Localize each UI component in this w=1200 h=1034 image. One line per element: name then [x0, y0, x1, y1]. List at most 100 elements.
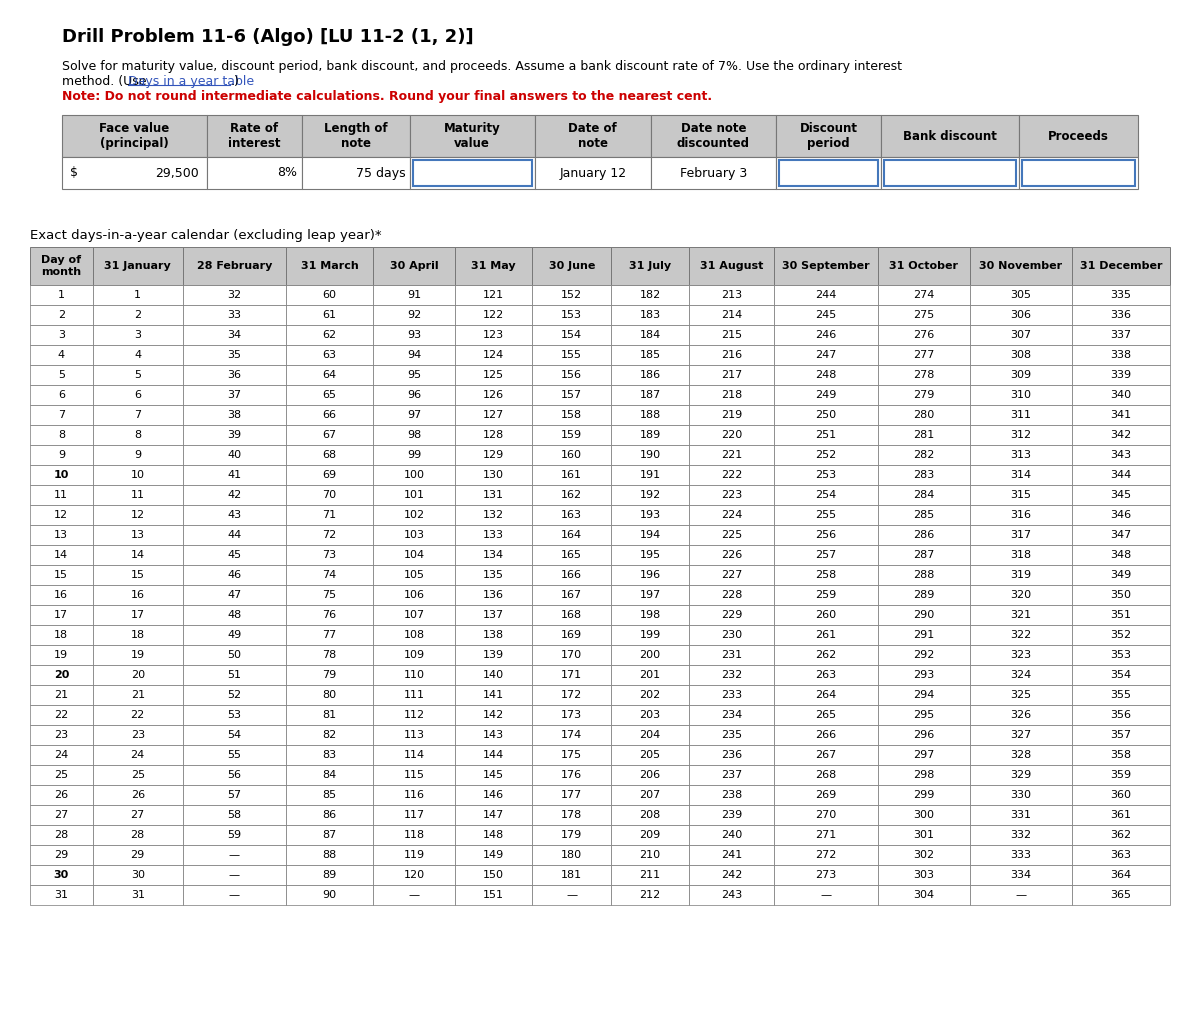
- Bar: [533, 565, 611, 585]
- Bar: [286, 605, 373, 625]
- Bar: [878, 345, 970, 365]
- Text: 94: 94: [407, 349, 421, 360]
- Bar: [970, 605, 1073, 625]
- Bar: [373, 785, 455, 805]
- Bar: [182, 325, 286, 345]
- Text: 153: 153: [562, 310, 582, 320]
- Text: 195: 195: [640, 550, 661, 560]
- Bar: [301, 115, 409, 157]
- Text: 352: 352: [1110, 630, 1132, 640]
- Text: 132: 132: [482, 510, 504, 520]
- Bar: [1073, 465, 1170, 485]
- Text: 17: 17: [131, 610, 145, 620]
- Text: 99: 99: [407, 450, 421, 460]
- Text: 133: 133: [484, 530, 504, 540]
- Bar: [286, 345, 373, 365]
- Text: 265: 265: [816, 710, 836, 720]
- Text: 201: 201: [640, 670, 661, 680]
- Text: 84: 84: [323, 770, 336, 780]
- Text: —: —: [229, 870, 240, 880]
- Text: 28: 28: [54, 830, 68, 840]
- Text: 35: 35: [227, 349, 241, 360]
- Text: 77: 77: [323, 630, 336, 640]
- Bar: [776, 115, 881, 157]
- Text: 332: 332: [1010, 830, 1032, 840]
- Text: 19: 19: [54, 650, 68, 660]
- Bar: [373, 445, 455, 465]
- Bar: [30, 325, 92, 345]
- Bar: [455, 325, 533, 345]
- Text: Date of
note: Date of note: [569, 122, 617, 150]
- Text: 274: 274: [913, 290, 935, 300]
- Text: 21: 21: [54, 690, 68, 700]
- Text: 127: 127: [482, 410, 504, 420]
- Bar: [774, 765, 878, 785]
- Bar: [455, 785, 533, 805]
- Text: 137: 137: [482, 610, 504, 620]
- Bar: [92, 405, 182, 425]
- Text: —: —: [1015, 890, 1026, 900]
- Text: 324: 324: [1010, 670, 1032, 680]
- Text: 335: 335: [1111, 290, 1132, 300]
- Text: 183: 183: [640, 310, 661, 320]
- Text: 258: 258: [816, 570, 836, 580]
- Bar: [182, 505, 286, 525]
- Text: 236: 236: [721, 750, 742, 760]
- Bar: [1073, 565, 1170, 585]
- Bar: [1073, 785, 1170, 805]
- Bar: [689, 425, 774, 445]
- Bar: [92, 565, 182, 585]
- Bar: [1020, 115, 1138, 157]
- Bar: [1073, 345, 1170, 365]
- Text: 64: 64: [323, 370, 336, 381]
- Text: 365: 365: [1111, 890, 1132, 900]
- Bar: [286, 505, 373, 525]
- Text: 238: 238: [721, 790, 742, 800]
- Bar: [533, 445, 611, 465]
- Bar: [182, 845, 286, 865]
- Text: 30: 30: [54, 870, 68, 880]
- Bar: [689, 485, 774, 505]
- Text: 31 May: 31 May: [472, 261, 516, 271]
- Bar: [373, 565, 455, 585]
- Bar: [689, 805, 774, 825]
- Bar: [533, 325, 611, 345]
- Text: 179: 179: [562, 830, 582, 840]
- Text: 188: 188: [640, 410, 661, 420]
- Bar: [774, 825, 878, 845]
- Text: 162: 162: [562, 490, 582, 500]
- Bar: [92, 605, 182, 625]
- Bar: [689, 885, 774, 905]
- Bar: [373, 865, 455, 885]
- Bar: [970, 685, 1073, 705]
- Text: 304: 304: [913, 890, 935, 900]
- Text: Date note
discounted: Date note discounted: [677, 122, 750, 150]
- Bar: [533, 725, 611, 746]
- Text: 113: 113: [403, 730, 425, 740]
- Text: 251: 251: [816, 430, 836, 440]
- Text: 101: 101: [403, 490, 425, 500]
- Text: 8: 8: [134, 430, 142, 440]
- Text: 264: 264: [816, 690, 836, 700]
- Bar: [774, 345, 878, 365]
- Text: 294: 294: [913, 690, 935, 700]
- Bar: [611, 645, 689, 665]
- Text: 320: 320: [1010, 590, 1032, 600]
- Text: 295: 295: [913, 710, 935, 720]
- Text: 203: 203: [640, 710, 661, 720]
- Bar: [611, 585, 689, 605]
- Bar: [182, 405, 286, 425]
- Bar: [970, 565, 1073, 585]
- Bar: [533, 645, 611, 665]
- Text: 186: 186: [640, 370, 661, 381]
- Text: Drill Problem 11-6 (Algo) [LU 11-2 (1, 2)]: Drill Problem 11-6 (Algo) [LU 11-2 (1, 2…: [62, 28, 474, 45]
- Bar: [774, 605, 878, 625]
- Bar: [774, 785, 878, 805]
- Bar: [878, 465, 970, 485]
- Bar: [1073, 285, 1170, 305]
- Bar: [286, 565, 373, 585]
- Text: 354: 354: [1110, 670, 1132, 680]
- Bar: [774, 585, 878, 605]
- Text: Rate of
interest: Rate of interest: [228, 122, 281, 150]
- Text: 5: 5: [58, 370, 65, 381]
